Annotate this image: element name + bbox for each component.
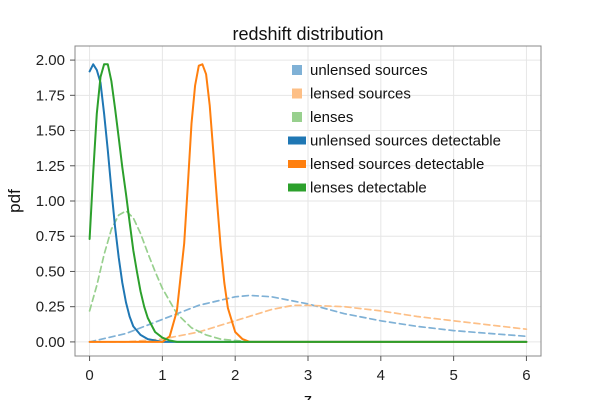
y-axis-label: pdf xyxy=(5,189,24,213)
legend-label: lenses xyxy=(310,109,353,126)
x-axis-label: z xyxy=(304,390,313,400)
legend-item: lenses detectable xyxy=(288,180,427,197)
x-tick-label: 5 xyxy=(449,367,457,384)
series-line-unlensed-sources xyxy=(88,294,528,343)
x-tick-label: 3 xyxy=(304,367,312,384)
x-tick-label: 4 xyxy=(377,367,385,384)
legend-swatch xyxy=(292,88,302,99)
series-line-lenses xyxy=(88,210,273,343)
legend-label: lenses detectable xyxy=(310,180,427,197)
legend-label: unlensed sources xyxy=(310,62,428,79)
legend-item: unlensed sources detectable xyxy=(288,133,501,150)
y-tick-label: 0.00 xyxy=(36,334,65,351)
legend-swatch xyxy=(292,112,302,122)
y-tick-label: 1.25 xyxy=(36,158,65,175)
legend-item: lensed sources detectable xyxy=(288,156,484,173)
series-line-lenses-detectable xyxy=(88,63,528,343)
legend-item: lensed sources xyxy=(292,86,411,103)
y-tick-label: 2.00 xyxy=(36,52,65,69)
y-tick-label: 1.50 xyxy=(36,123,65,140)
chart-title: redshift distribution xyxy=(232,24,383,44)
legend-swatch xyxy=(288,160,306,168)
y-tick-label: 0.75 xyxy=(36,228,65,245)
legend-swatch xyxy=(288,183,306,192)
legend-label: lensed sources detectable xyxy=(310,156,484,173)
x-tick-label: 6 xyxy=(522,367,530,384)
y-tick-label: 1.00 xyxy=(36,193,65,210)
series-line-lensed-sources xyxy=(88,304,528,343)
legend-swatch xyxy=(288,136,306,145)
legend-item: unlensed sources xyxy=(292,62,428,79)
x-tick-label: 2 xyxy=(231,367,239,384)
legend: unlensed sources lensed sources lenses unle… xyxy=(288,62,501,197)
axis-ticks: 0 1 2 3 4 5 6 0.00 0.25 0.50 0.75 1.00 1.25 1.50 1.75 2… xyxy=(36,52,531,384)
x-tick-label: 0 xyxy=(85,367,93,384)
y-tick-label: 0.50 xyxy=(36,263,65,280)
gridlines xyxy=(75,46,541,356)
y-tick-label: 1.75 xyxy=(36,87,65,104)
series-layer xyxy=(88,63,528,343)
legend-swatch xyxy=(292,65,302,75)
legend-label: unlensed sources detectable xyxy=(310,133,501,150)
y-tick-label: 0.25 xyxy=(36,299,65,316)
x-tick-label: 1 xyxy=(158,367,166,384)
legend-label: lensed sources xyxy=(310,86,411,103)
series-line-lensed-sources-detectable xyxy=(88,63,528,343)
legend-item: lenses xyxy=(292,109,353,126)
